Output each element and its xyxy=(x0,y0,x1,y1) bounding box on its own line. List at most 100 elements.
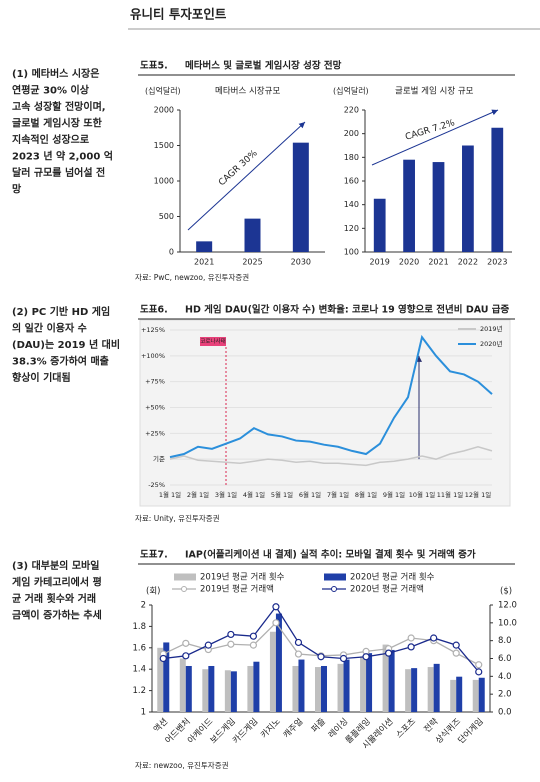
y-tick-label: +25% xyxy=(145,429,165,437)
bar xyxy=(478,677,485,712)
x-tick-label: 카지노 xyxy=(259,717,283,741)
event-badge xyxy=(200,337,226,346)
unit-label: ($) xyxy=(500,587,512,597)
figure-title: HD 게임 DAU(일간 이용자 수) 변화율: 코로나 19 영향으로 전년비… xyxy=(185,304,510,316)
bar xyxy=(450,679,457,712)
y-tick-label: 2000 xyxy=(154,106,174,115)
legend-label: 2019년 평균 거래액 xyxy=(200,584,274,595)
y-tick-label: 1.4 xyxy=(132,665,146,675)
x-tick-label: 10월 1일 xyxy=(409,490,435,499)
x-tick-label: 2021 xyxy=(194,258,214,267)
legend-swatch-point xyxy=(181,586,187,592)
plot-panel xyxy=(139,319,511,507)
bar xyxy=(208,665,215,712)
figure-source: 자료: Unity, 유진투자증권 xyxy=(135,513,220,523)
point-text: 균 거래 횟수와 거래 xyxy=(12,592,96,605)
trend-arrow xyxy=(371,109,499,166)
y-tick-label: +125% xyxy=(141,326,165,334)
x-tick-label: 8월 1일 xyxy=(355,490,377,499)
x-tick-label: 4월 1일 xyxy=(243,490,265,499)
x-tick-label: 2025 xyxy=(242,258,262,267)
bar xyxy=(292,665,299,712)
x-tick-label: 1월 1일 xyxy=(159,490,181,499)
bar xyxy=(472,679,479,712)
series-point xyxy=(294,650,303,658)
x-tick-label: 2019 xyxy=(370,258,390,267)
y2-tick-label: 6.0 xyxy=(498,654,512,664)
figure-label: 도표6. xyxy=(140,305,168,316)
x-tick-label: 2030 xyxy=(291,258,311,267)
point-text: 지속적인 성장으로 xyxy=(12,133,89,146)
x-tick-label: 5월 1일 xyxy=(271,490,293,499)
series-point xyxy=(475,668,483,676)
bar xyxy=(185,665,192,712)
bar xyxy=(382,644,389,712)
x-tick-label: 7월 1일 xyxy=(327,490,349,499)
annotation: CAGR 30% xyxy=(217,148,260,188)
point-text: 연평균 30% 이상 xyxy=(12,84,90,97)
y-tick-label: 1.8 xyxy=(132,622,146,632)
series-point xyxy=(452,649,460,657)
series-point xyxy=(407,643,415,651)
y-tick-label: 1500 xyxy=(154,141,174,150)
y2-tick-label: 4.0 xyxy=(498,672,512,682)
point-text: (3) 대부분의 모바일 xyxy=(12,559,99,572)
x-tick-label: 퍼즐 xyxy=(310,717,328,735)
chart-subtitle: 메타버스 시장규모 xyxy=(215,86,280,97)
point-text: (DAU)는 2019 년 대비 xyxy=(12,338,120,351)
y-tick-label: 120 xyxy=(344,224,359,233)
point-text: 38.3% 증가하여 매출 xyxy=(12,355,109,368)
bar xyxy=(298,659,305,712)
series-point xyxy=(362,653,370,661)
y-tick-label: +75% xyxy=(145,378,165,386)
legend-label: 2019년 평균 거래 횟수 xyxy=(200,572,285,583)
bar xyxy=(432,162,445,252)
bar xyxy=(360,656,367,712)
bar xyxy=(373,198,386,252)
series-point xyxy=(317,653,325,661)
bar xyxy=(337,663,344,712)
x-tick-label: 2월 1일 xyxy=(187,490,209,499)
y2-tick-label: 12.0 xyxy=(498,601,517,611)
bar xyxy=(292,142,309,252)
legend-swatch xyxy=(324,573,346,581)
series-point xyxy=(294,638,303,647)
x-tick-label: 스포츠 xyxy=(394,717,418,741)
y-tick-label: 1 xyxy=(141,708,146,718)
bar xyxy=(433,663,440,712)
series-point xyxy=(385,649,393,657)
chart-subtitle: 글로벌 게임 시장 규모 xyxy=(395,86,474,97)
point-text: 의 일간 이용자 수 xyxy=(12,322,87,335)
unit-label: (십억달러) xyxy=(333,86,369,96)
point-text: 망 xyxy=(12,183,22,196)
bar xyxy=(427,667,434,712)
x-tick-label: 2021 xyxy=(428,258,448,267)
figure-source: 자료: newzoo, 유진투자증권 xyxy=(135,760,229,770)
figure-source: 자료: PwC, newzoo, 유진투자증권 xyxy=(135,272,249,282)
bar xyxy=(315,667,321,712)
series-point xyxy=(430,634,438,642)
y-tick-label: 1000 xyxy=(154,177,174,186)
bar xyxy=(269,631,276,712)
series-line xyxy=(169,334,493,459)
bar xyxy=(275,613,282,712)
bar xyxy=(244,218,261,252)
x-tick-label: 액션 xyxy=(151,716,170,735)
bar xyxy=(343,659,350,712)
bar xyxy=(411,668,418,712)
series-point xyxy=(272,603,280,611)
bar xyxy=(224,670,231,712)
y-tick-label: 100 xyxy=(344,248,359,257)
point-text: 향상이 기대됨 xyxy=(12,371,71,384)
page-title: 유니티 투자포인트 xyxy=(130,7,227,22)
y2-tick-label: 2.0 xyxy=(498,690,512,700)
bar xyxy=(366,653,373,712)
series-line xyxy=(169,445,493,467)
bar xyxy=(196,241,213,252)
series-point xyxy=(227,640,235,648)
legend-swatch xyxy=(174,573,196,581)
legend-label: 2020년 평균 거래액 xyxy=(350,584,424,595)
series-point xyxy=(182,652,190,660)
figure-label: 도표7. xyxy=(140,550,168,561)
